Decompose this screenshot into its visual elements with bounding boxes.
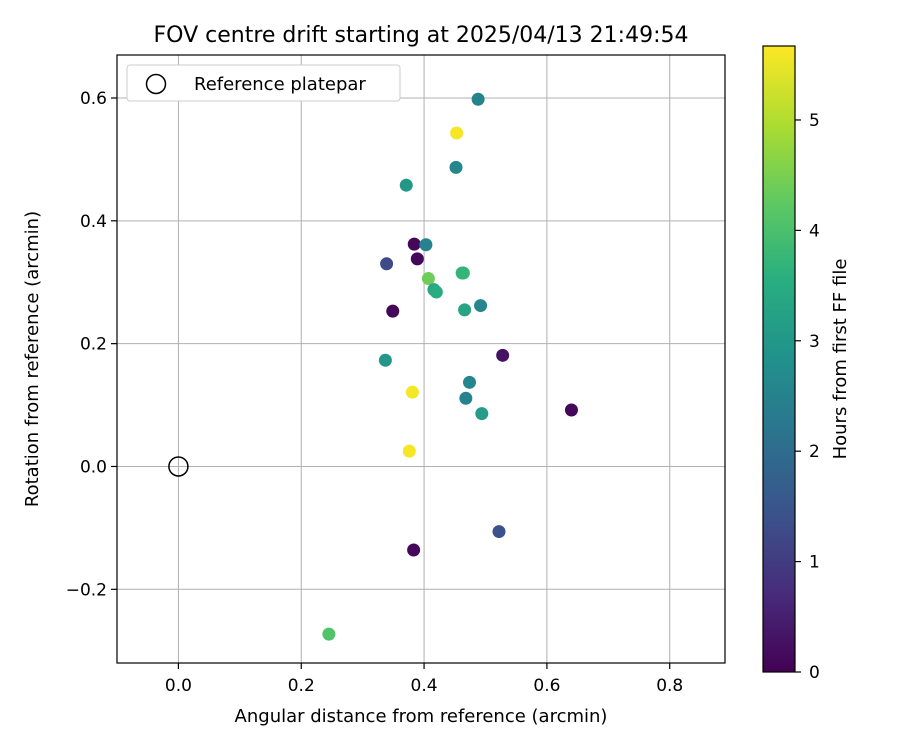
legend: Reference platepar xyxy=(126,64,401,102)
plot-frame xyxy=(116,54,726,664)
x-axis-label: Angular distance from reference (arcmin) xyxy=(235,706,608,727)
data-point xyxy=(475,407,489,421)
data-point xyxy=(407,543,421,557)
data-point xyxy=(429,285,443,299)
data-point xyxy=(378,353,392,367)
x-tick-label: 0.6 xyxy=(533,676,560,696)
x-tick-label: 0.2 xyxy=(288,676,315,696)
x-tick-label: 0.0 xyxy=(165,676,192,696)
colorbar-tick-label: 4 xyxy=(809,221,820,241)
data-point xyxy=(419,238,433,252)
y-axis-ticks: −0.2 0.0 0.2 0.4 0.6 xyxy=(66,89,117,600)
colorbar-tick-label: 0 xyxy=(809,663,820,683)
colorbar-ticks: 0 1 2 3 4 5 xyxy=(795,111,820,683)
data-point xyxy=(492,525,506,539)
reference-point-marker xyxy=(168,456,189,477)
data-point xyxy=(386,304,400,318)
colorbar-label: Hours from first FF file xyxy=(830,259,851,460)
data-point xyxy=(410,252,424,266)
data-point xyxy=(322,627,336,641)
reference-marker-layer xyxy=(168,456,189,477)
colorbar-tick-label: 3 xyxy=(809,332,820,352)
legend-box xyxy=(126,64,401,102)
data-point xyxy=(455,266,469,280)
data-point xyxy=(459,391,473,405)
data-point xyxy=(380,257,394,271)
data-point xyxy=(407,237,421,251)
data-point xyxy=(474,299,488,313)
chart-title: FOV centre drift starting at 2025/04/13 … xyxy=(154,23,689,48)
colorbar: 0 1 2 3 4 5 Hours from first FF file xyxy=(762,45,851,683)
legend-entry-reference: Reference platepar xyxy=(194,74,366,95)
data-point xyxy=(458,303,472,317)
y-tick-label: 0.0 xyxy=(80,457,107,477)
data-point xyxy=(496,348,510,362)
data-point xyxy=(421,272,435,286)
y-tick-label: 0.4 xyxy=(80,212,107,232)
data-point xyxy=(564,403,578,417)
data-point xyxy=(449,160,463,174)
x-tick-label: 0.4 xyxy=(411,676,438,696)
data-point xyxy=(471,92,485,106)
y-tick-label: 0.2 xyxy=(80,335,107,355)
x-axis-ticks: 0.0 0.2 0.4 0.6 0.8 xyxy=(165,663,683,696)
data-point xyxy=(402,444,416,458)
y-axis-label: Rotation from reference (arcmin) xyxy=(22,211,43,507)
colorbar-gradient xyxy=(762,45,796,673)
data-point xyxy=(450,126,464,140)
data-point xyxy=(399,178,413,192)
data-point xyxy=(405,385,419,399)
colorbar-tick-label: 5 xyxy=(809,111,820,131)
colorbar-tick-label: 2 xyxy=(809,442,820,462)
data-points xyxy=(322,92,578,641)
colorbar-tick-label: 1 xyxy=(809,553,820,573)
x-tick-label: 0.8 xyxy=(656,676,683,696)
y-tick-label: −0.2 xyxy=(66,580,107,600)
y-tick-label: 0.6 xyxy=(80,89,107,109)
plot-area xyxy=(117,55,725,663)
legend-reference-marker-icon xyxy=(145,73,167,95)
data-point xyxy=(463,375,477,389)
grid-lines xyxy=(117,55,725,663)
